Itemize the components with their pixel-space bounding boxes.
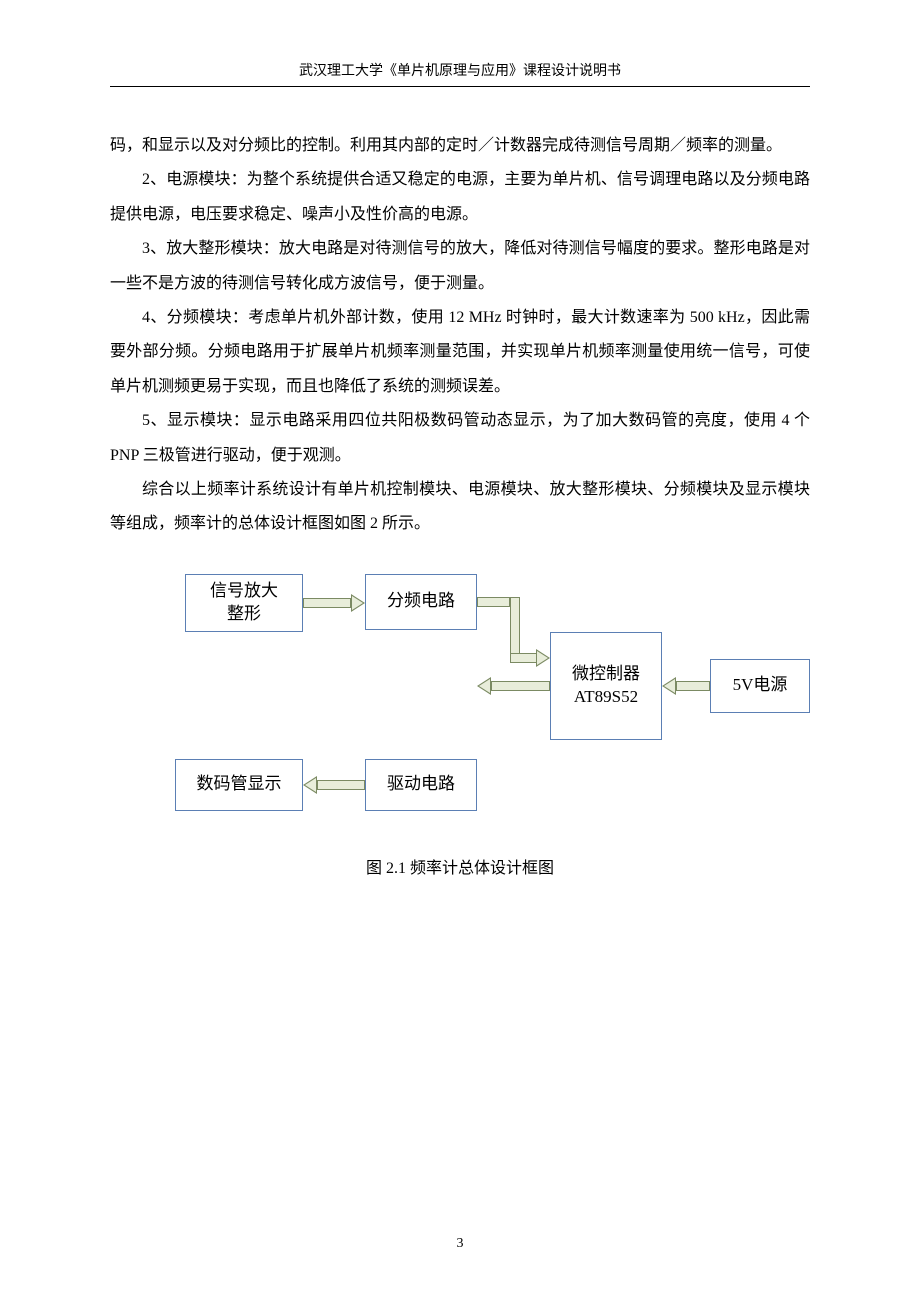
diagram-arrow xyxy=(662,680,710,692)
page-header: 武汉理工大学《单片机原理与应用》课程设计说明书 xyxy=(110,60,810,87)
diagram-arrow xyxy=(477,680,550,692)
diagram-arrow xyxy=(303,779,365,791)
paragraph: 综合以上频率计系统设计有单片机控制模块、电源模块、放大整形模块、分频模块及显示模… xyxy=(110,473,810,542)
diagram-arrow xyxy=(130,564,790,824)
paragraph: 2、电源模块：为整个系统提供合适又稳定的电源，主要为单片机、信号调理电路以及分频… xyxy=(110,163,810,232)
body-text: 码，和显示以及对分频比的控制。利用其内部的定时／计数器完成待测信号周期／频率的测… xyxy=(110,129,810,542)
page-number: 3 xyxy=(0,1236,920,1252)
paragraph: 码，和显示以及对分频比的控制。利用其内部的定时／计数器完成待测信号周期／频率的测… xyxy=(110,129,810,163)
paragraph: 5、显示模块：显示电路采用四位共阳极数码管动态显示，为了加大数码管的亮度，使用 … xyxy=(110,404,810,473)
figure-caption: 图 2.1 频率计总体设计框图 xyxy=(110,854,810,878)
block-diagram: 信号放大整形分频电路微控制器AT89S525V电源数码管显示驱动电路 xyxy=(130,564,790,824)
paragraph: 3、放大整形模块：放大电路是对待测信号的放大，降低对待测信号幅度的要求。整形电路… xyxy=(110,232,810,301)
paragraph: 4、分频模块：考虑单片机外部计数，使用 12 MHz 时钟时，最大计数速率为 5… xyxy=(110,301,810,404)
